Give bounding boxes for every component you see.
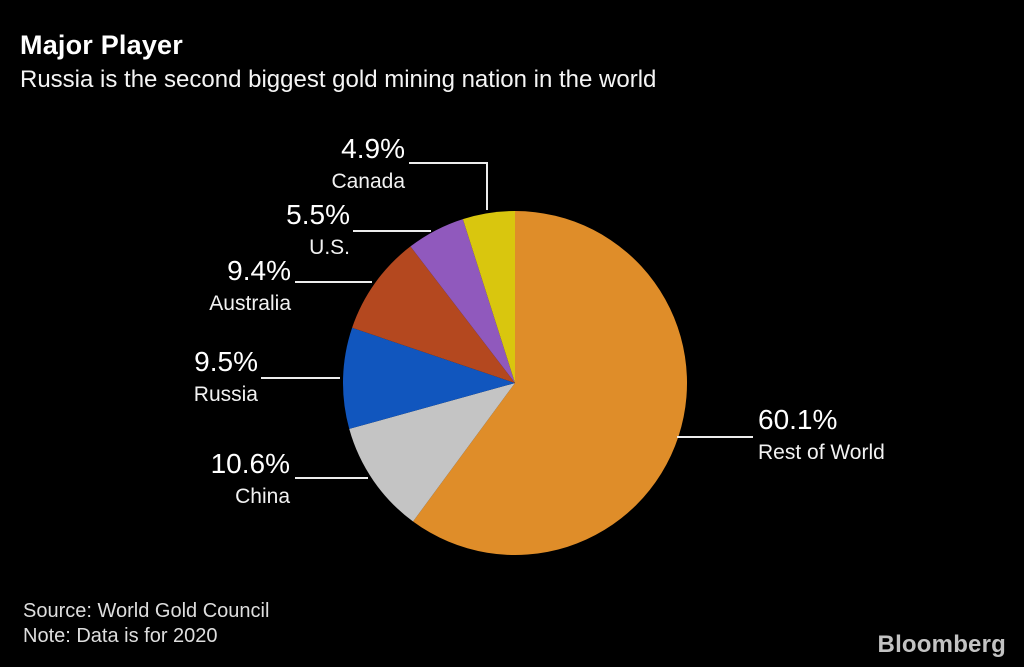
label-rest-of-world-value: 60.1% [758, 404, 838, 435]
pie-slice-rest-of-world [413, 211, 688, 555]
label-australia: 9.4% Australia [209, 255, 291, 315]
bloomberg-logo: Bloomberg [877, 631, 1006, 658]
chart-subtitle: Russia is the second biggest gold mining… [20, 66, 657, 93]
pie-slices [343, 211, 688, 555]
pie-slice-china [349, 383, 515, 522]
label-russia: 9.5% Russia [193, 346, 258, 406]
label-us: 5.5% U.S. [286, 199, 350, 259]
label-canada: 4.9% Canada [331, 133, 405, 193]
label-us-name: U.S. [309, 236, 350, 259]
label-canada-value: 4.9% [341, 133, 405, 164]
label-australia-value: 9.4% [227, 255, 291, 286]
label-russia-value: 9.5% [194, 346, 258, 377]
pie-slice-russia [343, 327, 515, 429]
chart-title: Major Player [20, 30, 183, 60]
leader-line-canada [409, 162, 488, 210]
label-rest-of-world: 60.1% Rest of World [758, 404, 885, 464]
footer-notes: Source: World Gold Council Note: Data is… [23, 599, 269, 649]
note-text: Note: Data is for 2020 [23, 625, 218, 647]
label-china-name: China [235, 485, 290, 508]
pie-slice-canada [462, 211, 515, 383]
label-china: 10.6% China [210, 448, 290, 508]
source-text: Source: World Gold Council [23, 600, 270, 622]
label-canada-name: Canada [331, 170, 405, 193]
pie-slice-u-s [410, 219, 515, 383]
label-rest-of-world-name: Rest of World [758, 441, 885, 464]
label-russia-name: Russia [193, 383, 258, 406]
label-china-value: 10.6% [210, 448, 290, 479]
label-us-value: 5.5% [286, 199, 350, 230]
leader-lines [261, 162, 753, 479]
pie-slice-australia [352, 246, 515, 383]
label-australia-name: Australia [209, 292, 291, 315]
